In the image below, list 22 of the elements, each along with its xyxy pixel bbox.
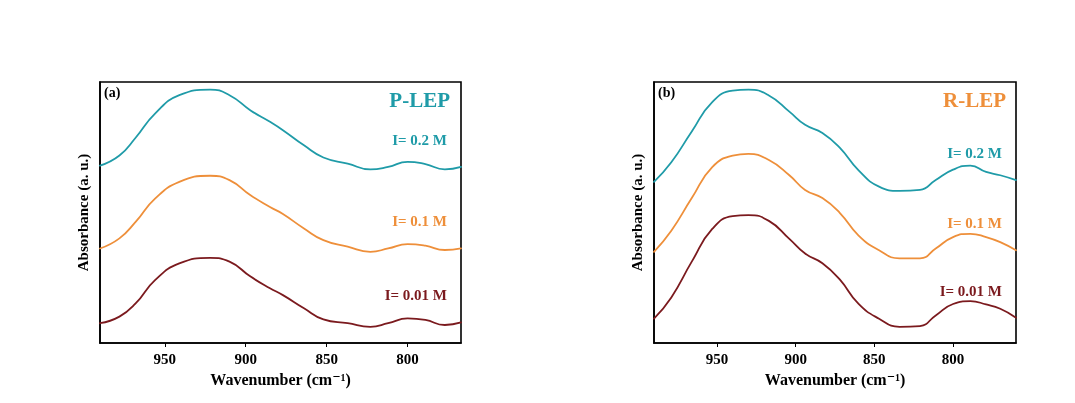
y-axis-title: Absorbance (a. u.) bbox=[628, 153, 646, 272]
x-tick-label: 950 bbox=[153, 350, 176, 367]
x-axis-title: Wavenumber (cm⁻¹) bbox=[764, 370, 906, 389]
series-label: I= 0.01 M bbox=[384, 287, 447, 304]
series-label: I= 0.2 M bbox=[947, 145, 1002, 162]
x-tick-label: 900 bbox=[234, 350, 257, 367]
chart-title: R-LEP bbox=[943, 87, 1007, 112]
x-tick-label: 900 bbox=[784, 350, 807, 367]
series-label: I= 0.1 M bbox=[947, 215, 1002, 232]
x-axis-title: Wavenumber (cm⁻¹) bbox=[210, 370, 351, 389]
x-tick-label: 850 bbox=[863, 350, 886, 367]
x-tick-label: 850 bbox=[315, 350, 338, 367]
x-tick-label: 800 bbox=[396, 350, 419, 367]
x-tick-label: 950 bbox=[705, 350, 729, 367]
chart-title: P-LEP bbox=[389, 87, 451, 112]
series-label: I= 0.01 M bbox=[939, 282, 1002, 299]
series-label: I= 0.2 M bbox=[392, 131, 447, 148]
annotation: (b) bbox=[658, 84, 676, 101]
y-axis-title: Absorbance (a. u.) bbox=[74, 153, 92, 272]
annotation: (a) bbox=[104, 84, 121, 101]
series-label: I= 0.1 M bbox=[392, 213, 447, 230]
x-tick-label: 800 bbox=[941, 350, 965, 367]
